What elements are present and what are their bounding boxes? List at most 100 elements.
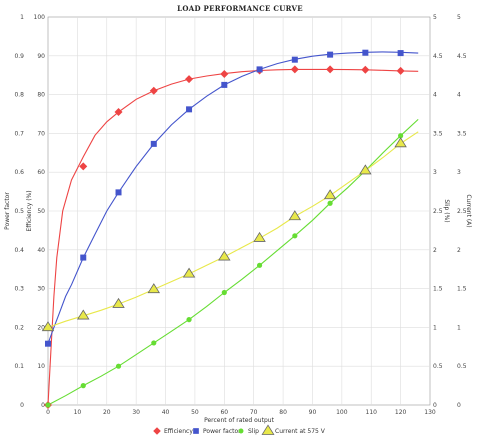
right_outer-tick-label: 3 <box>457 169 461 176</box>
current-at-575-v-point <box>41 321 55 332</box>
right_outer-tick-label: 4.5 <box>457 53 467 60</box>
efficiency-point <box>361 65 370 74</box>
right_outer-tick-label: 1 <box>457 324 461 331</box>
current-at-575-v-point <box>253 231 266 242</box>
current-at-575-v-point <box>147 283 161 294</box>
right_outer-tick-label: 2 <box>457 247 461 254</box>
left_inner-tick-label: 70 <box>37 130 45 137</box>
right_inner-tick-label: 2.5 <box>433 208 443 215</box>
left_inner-tick-label: 40 <box>37 247 45 254</box>
left_outer-tick-label: 0.9 <box>14 53 24 60</box>
slip-legend-label: Slip <box>248 428 259 435</box>
x-tick-label: 40 <box>162 409 170 416</box>
slip-point <box>256 262 263 268</box>
slip-point <box>221 289 227 296</box>
slip-point <box>398 133 404 139</box>
chart-title: LOAD PERFORMANCE CURVE <box>177 4 303 13</box>
efficiency-point <box>114 108 123 117</box>
right_outer-tick-label: 1.5 <box>457 286 467 293</box>
power-factor-point <box>397 50 404 57</box>
x-tick-label: 120 <box>395 409 407 416</box>
efficiency-point <box>396 66 405 75</box>
grid-lines <box>48 17 430 405</box>
x-tick-label: 100 <box>336 409 348 416</box>
x-tick-label: 90 <box>309 409 317 416</box>
left_outer-tick-label: 0.6 <box>14 169 24 176</box>
right_outer-tick-label: 3.5 <box>457 130 467 137</box>
x-tick-label: 80 <box>279 409 287 416</box>
current-at-575-v-curve <box>47 131 419 328</box>
left_outer-tick-label: 0.1 <box>14 363 24 370</box>
slip-axis-label: Slip (%) <box>443 199 450 222</box>
power-factor-axis-label: Power factor <box>4 192 11 230</box>
current-axis-label: Current (A) <box>465 194 472 227</box>
power-factor-legend-marker <box>193 428 199 434</box>
left_outer-tick-label: 0.2 <box>14 324 24 331</box>
power-factor-point <box>45 340 51 347</box>
x-tick-label: 30 <box>132 409 140 416</box>
right_inner-tick-label: 3.5 <box>433 130 443 137</box>
efficiency-point <box>149 86 158 95</box>
left_inner-tick-label: 100 <box>34 14 46 21</box>
current-at-575-v-point <box>182 267 196 278</box>
axes: 0 10 20 30 40 50 60 70 80 90 100 110 120 13000.10.20.… <box>14 14 466 416</box>
right_outer-tick-label: 2.5 <box>457 208 467 215</box>
current-at-575-v-point <box>77 309 90 320</box>
current-at-575-v-legend-marker <box>261 424 275 435</box>
right_inner-tick-label: 0.5 <box>433 363 443 370</box>
efficiency-axis-label: Efficiency (%) <box>26 190 33 231</box>
slip-point <box>292 233 298 239</box>
power-factor-point <box>362 49 369 56</box>
right_outer-tick-label: 0 <box>457 402 461 409</box>
slip-point <box>151 340 157 346</box>
left_inner-tick-label: 90 <box>37 53 45 60</box>
efficiency-point <box>326 65 335 74</box>
right_inner-tick-label: 2 <box>433 247 437 254</box>
power-factor-point <box>256 66 263 73</box>
x-tick-label: 10 <box>74 409 82 416</box>
slip-point <box>186 317 192 323</box>
efficiency-point <box>185 75 194 84</box>
current-at-575-v-point <box>323 189 337 200</box>
right_outer-tick-label: 4 <box>457 92 461 99</box>
x-tick-label: 60 <box>220 409 228 416</box>
slip-point <box>327 200 333 206</box>
efficiency-point <box>220 70 229 79</box>
right_inner-tick-label: 1.5 <box>433 286 443 293</box>
left_inner-tick-label: 10 <box>37 363 45 370</box>
power-factor-point <box>115 189 122 196</box>
power-factor-point <box>150 140 157 147</box>
efficiency-legend-label: Efficiency <box>164 428 193 435</box>
left_outer-tick-label: 0.8 <box>14 92 24 99</box>
efficiency-legend-marker <box>153 427 161 435</box>
left_outer-tick-label: 1 <box>20 14 24 21</box>
power-factor-point <box>221 81 228 88</box>
current-at-575-v-point <box>288 210 302 221</box>
efficiency-point <box>290 65 299 74</box>
left_outer-tick-label: 0.4 <box>14 247 24 254</box>
slip-point <box>80 383 86 389</box>
right_inner-tick-label: 3 <box>433 169 437 176</box>
left_inner-tick-label: 30 <box>37 286 45 293</box>
right_outer-tick-label: 0.5 <box>457 363 467 370</box>
x-tick-label: 110 <box>366 409 378 416</box>
power-factor-point <box>291 56 298 63</box>
current-at-575-v-legend-label: Current at 575 V <box>275 428 326 435</box>
left_outer-tick-label: 0.5 <box>14 208 24 215</box>
x-tick-label: 50 <box>191 409 199 416</box>
slip-point <box>45 402 51 408</box>
x-tick-label: 130 <box>424 409 436 416</box>
current-at-575-v-point <box>218 250 231 261</box>
left_inner-tick-label: 0 <box>41 402 45 409</box>
left_outer-tick-label: 0.3 <box>14 286 24 293</box>
current-at-575-v-point <box>112 297 125 308</box>
legend: Efficiency Power factor Slip Current at 575… <box>153 424 326 435</box>
x-axis-label: Percent of rated output <box>204 417 275 424</box>
x-tick-label: 70 <box>250 409 258 416</box>
left_outer-tick-label: 0.7 <box>14 130 24 137</box>
x-tick-label: 20 <box>103 409 111 416</box>
left_inner-tick-label: 20 <box>37 324 45 331</box>
right_inner-tick-label: 5 <box>433 14 437 21</box>
left_inner-tick-label: 60 <box>37 169 45 176</box>
right_inner-tick-label: 0 <box>433 402 437 409</box>
